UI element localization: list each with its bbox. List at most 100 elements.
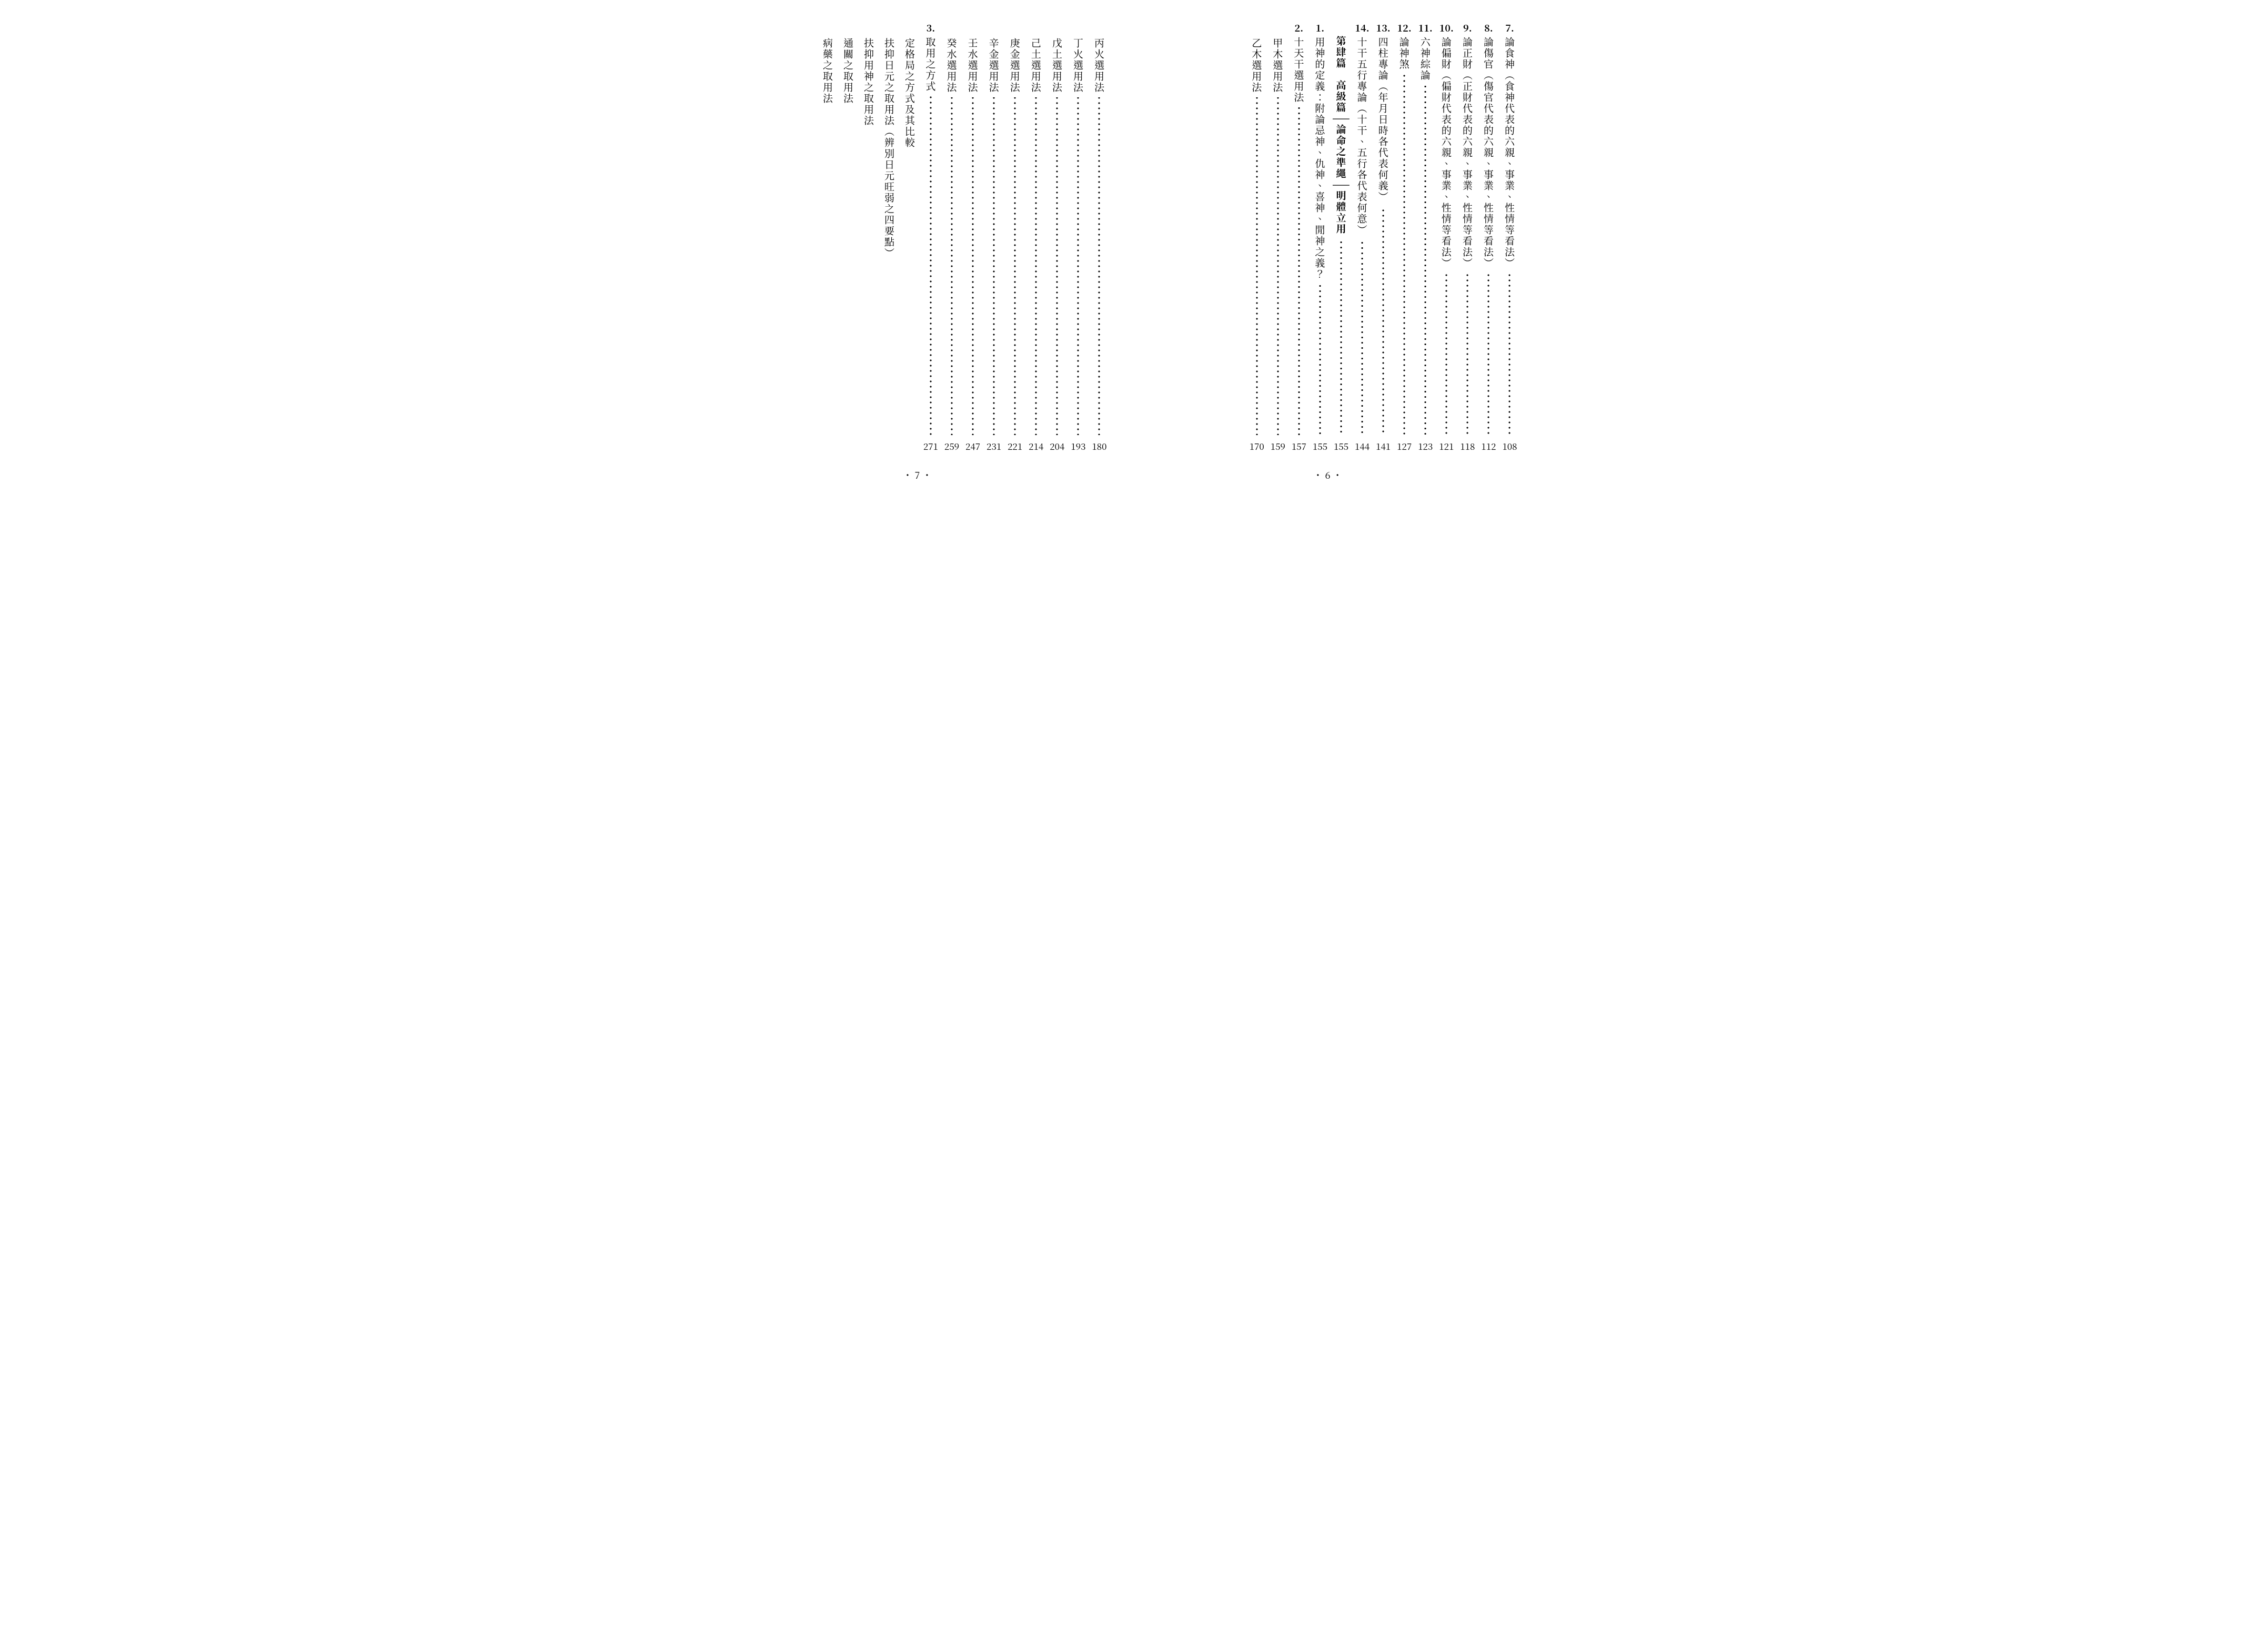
leader-dots bbox=[993, 97, 995, 435]
toc-entry: 丙火選用法180 bbox=[1092, 21, 1106, 452]
entry-number: 8. bbox=[1484, 21, 1493, 35]
toc-entry: 14. 十干五行專論（十干、五行各代表何意） 144 bbox=[1355, 21, 1370, 452]
leader-dots bbox=[1319, 284, 1321, 435]
entry-number: 1. bbox=[1316, 21, 1325, 35]
entry-number: 3. bbox=[927, 21, 935, 35]
leader-dots bbox=[1298, 107, 1300, 435]
toc-entry: 戊土選用法 204 bbox=[1050, 21, 1064, 452]
entry-text: 丙火選用法 bbox=[1092, 38, 1106, 93]
toc-entry: 9. 論正財（正財代表的六親、事業、性情等看法） 118 bbox=[1460, 21, 1475, 452]
toc-entry: 癸水選用法 259 bbox=[944, 21, 959, 452]
toc-entry: 通關之取用法 bbox=[841, 21, 855, 452]
entry-text: 癸水選用法 bbox=[945, 38, 959, 93]
leader-dots bbox=[1035, 97, 1037, 435]
entry-page: 221 bbox=[1008, 439, 1022, 452]
entry-page: 121 bbox=[1439, 439, 1454, 452]
toc-entry: 乙木選用法 170 bbox=[1250, 21, 1264, 452]
entry-page: 141 bbox=[1376, 439, 1391, 452]
entry-page: 155 bbox=[1313, 439, 1327, 452]
toc-entry: 辛金選用法 231 bbox=[986, 21, 1001, 452]
entry-text: 論偏財（偏財代表的六親、事業、性情等看法） bbox=[1439, 37, 1454, 269]
toc-entry: 1. 用神的定義：附論忌神、仇神、喜神、閒神之義？ 155 bbox=[1313, 21, 1327, 452]
entry-text: 通關之取用法 bbox=[841, 38, 855, 104]
left-footer: ・ 7 ・ bbox=[903, 468, 932, 482]
entry-text: 論神煞 bbox=[1397, 37, 1412, 70]
toc-entry: 第肆篇 高級篇——論命之準繩——明體立用 155 bbox=[1334, 21, 1348, 452]
entry-number: 13. bbox=[1376, 21, 1390, 35]
entry-page: 127 bbox=[1397, 439, 1412, 452]
entry-text: 丁火選用法 bbox=[1071, 38, 1085, 93]
entry-text: 扶抑用神之取用法 bbox=[862, 38, 876, 126]
entry-text: 十干五行專論（十干、五行各代表何意） bbox=[1355, 37, 1370, 236]
leader-dots bbox=[1014, 97, 1016, 435]
entry-text: 壬水選用法 bbox=[966, 38, 980, 93]
entry-text: 戊土選用法 bbox=[1050, 38, 1064, 93]
toc-entry: 13.四柱專論（年月日時各代表何義）141 bbox=[1376, 21, 1391, 452]
leader-dots bbox=[951, 97, 953, 435]
entry-number: 9. bbox=[1463, 21, 1472, 35]
entry-page: 170 bbox=[1250, 439, 1264, 452]
toc-entry: 壬水選用法247 bbox=[965, 21, 980, 452]
toc-entry: 12. 論神煞 127 bbox=[1397, 21, 1412, 452]
entry-text: 庚金選用法 bbox=[1008, 38, 1022, 93]
entry-text: 十天干選用法 bbox=[1292, 37, 1306, 103]
entry-page: 144 bbox=[1355, 439, 1370, 452]
entry-number: 10. bbox=[1439, 21, 1454, 35]
right-footer: ・ 6 ・ bbox=[1313, 468, 1342, 482]
entry-text: 第肆篇 高級篇——論命之準繩——明體立用 bbox=[1334, 36, 1348, 235]
entry-text: 用神的定義：附論忌神、仇神、喜神、閒神之義？ bbox=[1313, 37, 1327, 280]
leader-dots bbox=[972, 97, 974, 435]
entry-page: 159 bbox=[1271, 439, 1285, 452]
entry-number: 14. bbox=[1355, 21, 1369, 35]
entry-page: 214 bbox=[1029, 439, 1043, 452]
entry-page: 204 bbox=[1050, 439, 1064, 452]
leader-dots bbox=[1424, 85, 1426, 435]
entry-text: 辛金選用法 bbox=[987, 38, 1001, 93]
entry-number: 11. bbox=[1418, 21, 1433, 35]
entry-page: 157 bbox=[1292, 439, 1306, 452]
entry-page: 259 bbox=[944, 439, 959, 452]
entry-text: 病藥之取用法 bbox=[821, 38, 835, 104]
entry-text: 乙木選用法 bbox=[1250, 38, 1264, 93]
leader-dots bbox=[1466, 273, 1468, 435]
entry-number: 2. bbox=[1295, 21, 1304, 35]
leader-dots bbox=[1077, 97, 1079, 435]
leader-dots bbox=[1256, 97, 1258, 435]
entry-text: 論傷官（傷官代表的六親、事業、性情等看法） bbox=[1482, 37, 1496, 269]
page-spread: 丙火選用法180 丁火選用法 193 戊土選用法 204 己土選用法 214 庚金選用法 221… bbox=[728, 21, 1517, 482]
entry-text: 取用之方式 bbox=[923, 37, 938, 92]
leader-dots bbox=[1056, 97, 1058, 435]
leader-dots bbox=[1445, 273, 1447, 435]
left-page: 丙火選用法180 丁火選用法 193 戊土選用法 204 己土選用法 214 庚金選用法 221… bbox=[728, 21, 1107, 482]
entry-page: 193 bbox=[1071, 439, 1085, 452]
entry-number: 12. bbox=[1397, 21, 1412, 35]
toc-entry: 甲木選用法159 bbox=[1271, 21, 1285, 452]
entry-page: 271 bbox=[923, 439, 938, 452]
leader-dots bbox=[1340, 239, 1342, 435]
entry-text: 定格局之方式及其比較 bbox=[903, 38, 917, 148]
leader-dots bbox=[930, 96, 932, 435]
entry-page: 155 bbox=[1334, 439, 1348, 452]
entry-page: 112 bbox=[1481, 439, 1496, 452]
right-content: 7.論食神（食神代表的六親、事業、性情等看法）108 8. 論傷官（傷官代表的六親、… bbox=[1139, 21, 1517, 452]
leader-dots bbox=[1277, 97, 1279, 435]
entry-page: 118 bbox=[1460, 439, 1475, 452]
entry-text: 己土選用法 bbox=[1029, 38, 1043, 93]
entry-text: 論正財（正財代表的六親、事業、性情等看法） bbox=[1461, 37, 1475, 269]
toc-entry: 7.論食神（食神代表的六親、事業、性情等看法）108 bbox=[1502, 21, 1517, 452]
toc-entry: 定格局之方式及其比較 bbox=[903, 21, 917, 452]
toc-entry: 丁火選用法 193 bbox=[1071, 21, 1085, 452]
left-content: 丙火選用法180 丁火選用法 193 戊土選用法 204 己土選用法 214 庚金選用法 221… bbox=[728, 21, 1107, 452]
leader-dots bbox=[1403, 74, 1405, 435]
toc-entry: 扶抑日元之取用法（辨別日元旺弱之四要點） bbox=[882, 21, 897, 452]
leader-dots bbox=[1508, 273, 1511, 435]
toc-entry: 8. 論傷官（傷官代表的六親、事業、性情等看法） 112 bbox=[1481, 21, 1496, 452]
toc-entry: 3. 取用之方式 271 bbox=[923, 21, 938, 452]
entry-page: 108 bbox=[1502, 439, 1517, 452]
entry-number: 7. bbox=[1505, 21, 1514, 35]
leader-dots bbox=[1361, 240, 1363, 435]
right-page: 7.論食神（食神代表的六親、事業、性情等看法）108 8. 論傷官（傷官代表的六親、… bbox=[1139, 21, 1517, 482]
toc-entry: 扶抑用神之取用法 bbox=[862, 21, 876, 452]
entry-page: 231 bbox=[986, 439, 1001, 452]
entry-text: 六神綜論 bbox=[1418, 37, 1433, 81]
